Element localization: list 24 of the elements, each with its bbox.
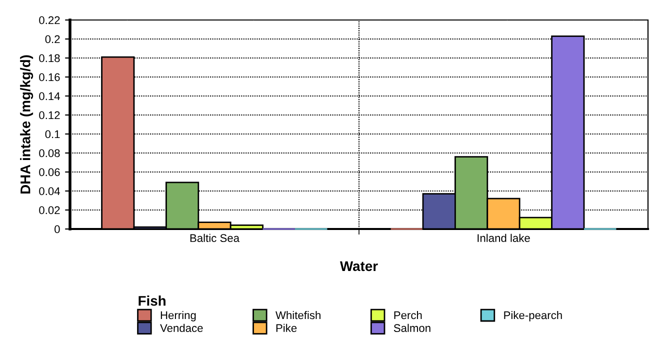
legend-label: Pike: [276, 324, 297, 332]
y-tick-label: 0.06: [39, 168, 60, 176]
x-tick-label: Baltic Sea: [190, 234, 240, 242]
legend-title: Fish: [138, 296, 166, 306]
y-tick-label: 0.02: [39, 206, 60, 214]
y-tick-label: 0.12: [39, 111, 60, 120]
y-tick-label: 0.04: [39, 187, 60, 196]
legend-label: Perch: [394, 311, 422, 320]
y-tick-label: 0.14: [39, 92, 60, 100]
y-tick-label: 0.22: [39, 16, 60, 24]
x-axis-title: Water: [340, 261, 378, 272]
x-tick-label: Inland lake: [478, 234, 530, 242]
y-tick-label: 0.16: [39, 73, 60, 82]
y-tick-label: 0: [54, 225, 60, 234]
y-axis-title: DHA intake (mg/kg/d): [20, 55, 34, 194]
y-tick-label: 0.1: [45, 130, 60, 138]
y-tick-label: 0.18: [39, 54, 60, 62]
legend-label: Salmon: [394, 324, 430, 332]
legend-label: Herring: [160, 311, 196, 322]
legend-label: Vendace: [160, 324, 203, 332]
y-tick-label: 0.08: [39, 149, 60, 158]
y-tick-label: 0.2: [45, 35, 60, 44]
legend-label: Pike-pearch: [504, 311, 562, 322]
legend-label: Whitefish: [276, 311, 320, 320]
